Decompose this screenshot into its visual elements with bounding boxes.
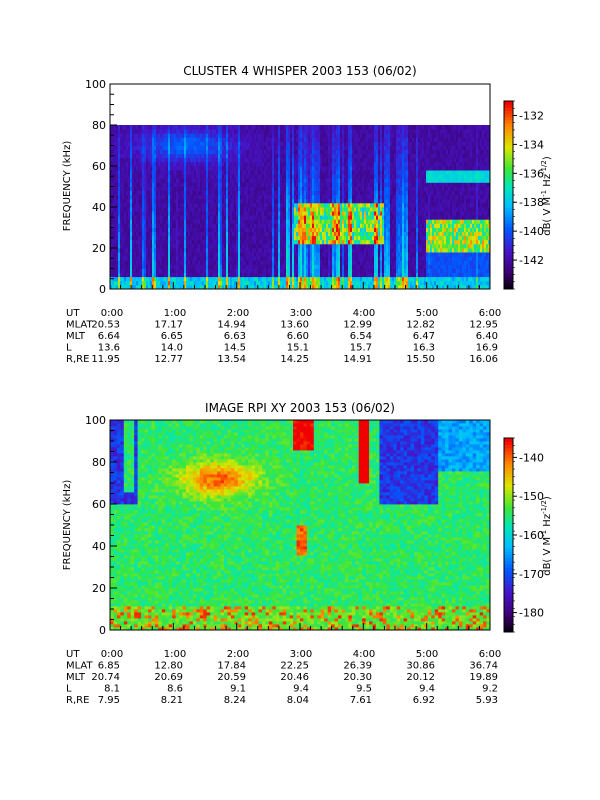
- panel1-title: CLUSTER 4 WHISPER 2003 153 (06/02): [183, 64, 416, 78]
- panel1-spectrogram: [110, 125, 490, 289]
- panel-cluster-whisper: CLUSTER 4 WHISPER 2003 153 (06/02) 02040…: [62, 64, 553, 365]
